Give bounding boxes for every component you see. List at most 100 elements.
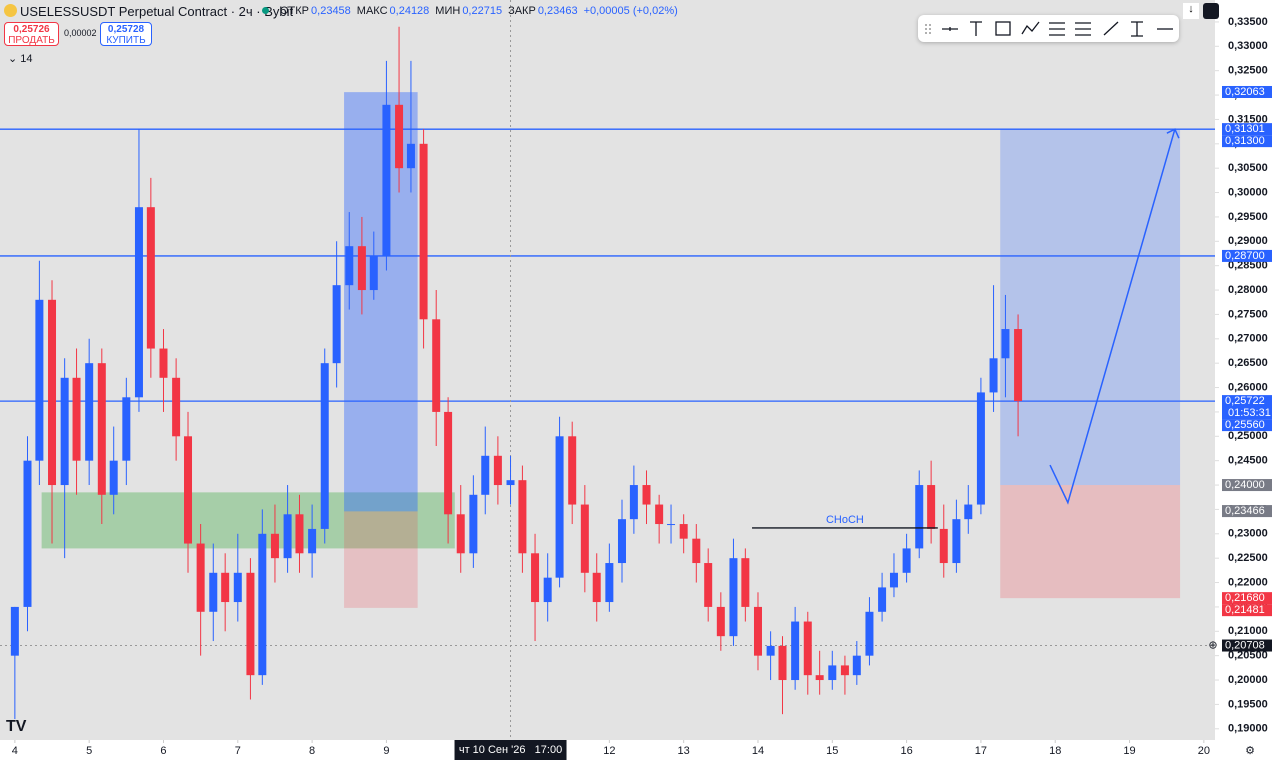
candle-body — [295, 514, 304, 554]
candle-body — [605, 563, 614, 603]
price-label-bg — [1222, 592, 1272, 605]
candle-body — [729, 558, 738, 637]
zone — [344, 92, 418, 512]
candle-body — [357, 246, 366, 291]
y-tick-label: 0,28000 — [1228, 284, 1268, 296]
x-tick-label: 17 — [975, 745, 987, 757]
candle-body — [915, 485, 924, 549]
candle-body — [456, 514, 465, 554]
candle-body — [246, 572, 255, 676]
x-tick-label: 8 — [309, 745, 315, 757]
y-tick-label: 0,27000 — [1228, 333, 1268, 345]
sell-button[interactable]: 0,25726 ПРОДАТЬ — [4, 22, 59, 46]
candle-body — [580, 504, 589, 573]
buy-button[interactable]: 0,25728 КУПИТЬ — [100, 22, 152, 46]
candle-body — [369, 255, 378, 291]
y-tick-label: 0,33500 — [1228, 16, 1268, 28]
price-label: 0,25560 — [1225, 419, 1265, 431]
ohlc-value: 0,24128 — [389, 5, 430, 17]
zone — [344, 511, 418, 608]
indicator[interactable]: ⌄ 14 — [8, 53, 33, 65]
crosshair-time: чт 10 Сен '26 17:00 — [459, 744, 562, 756]
drawing-toolbar — [918, 15, 1179, 42]
price-label: 0,21481 — [1225, 604, 1265, 616]
candle-body — [382, 104, 391, 256]
candle-body — [419, 143, 428, 320]
candle-body — [964, 504, 973, 520]
y-tick-label: 0,27500 — [1228, 308, 1268, 320]
candle-body — [518, 480, 527, 554]
candle-body — [1001, 329, 1010, 359]
candle-body — [803, 621, 812, 676]
y-tick-label: 0,29000 — [1228, 235, 1268, 247]
candle-body — [493, 455, 502, 486]
price-label-timer: 01:53:31 — [1228, 407, 1271, 419]
x-tick-label: 7 — [235, 745, 241, 757]
y-tick-label: 0,21000 — [1228, 625, 1268, 637]
candle-body — [85, 363, 94, 461]
y-tick-label: 0,33000 — [1228, 40, 1268, 52]
arrow-head — [1166, 128, 1180, 139]
candle-body — [753, 606, 762, 656]
candle-body — [543, 577, 552, 603]
ohlc-value: 0,23463 — [537, 5, 578, 17]
candle-body — [258, 533, 267, 676]
x-tick-label: 9 — [383, 745, 389, 757]
price-label: 0,31301 — [1225, 123, 1265, 135]
y-tick-label: 0,24500 — [1228, 455, 1268, 467]
candle-body — [332, 285, 341, 364]
ohlc-label: МИН — [435, 5, 461, 17]
price-label: 0,20708 — [1225, 639, 1265, 651]
candle-body — [852, 655, 861, 676]
y-tick-label: 0,22500 — [1228, 552, 1268, 564]
y-tick-label: 0,19500 — [1228, 698, 1268, 710]
candle-body — [209, 572, 218, 612]
y-tick-label: 0,31500 — [1228, 113, 1268, 125]
candle-body — [531, 553, 540, 603]
arrow — [1049, 128, 1176, 505]
scroll-button[interactable]: ↓ — [1183, 3, 1199, 19]
candle-body — [927, 485, 936, 529]
ohlc-label: ОТКР — [280, 5, 310, 17]
candle-body — [952, 519, 961, 564]
x-tick-label: 5 — [86, 745, 92, 757]
candle-body — [679, 524, 688, 539]
price-label-bg — [1222, 479, 1272, 492]
candle-body — [395, 104, 404, 169]
candle-body — [172, 377, 181, 437]
ohlc-label: ЗАКР — [508, 5, 536, 17]
time-axis-bg — [0, 740, 1280, 762]
price-label-bg — [1222, 135, 1272, 148]
candle-body — [48, 299, 57, 486]
candle-body — [134, 207, 143, 398]
candle-body — [828, 665, 837, 681]
y-tick-label: 0,30500 — [1228, 162, 1268, 174]
candle-body — [840, 665, 849, 676]
price-label: 0,32063 — [1225, 86, 1265, 98]
candle-body — [320, 363, 329, 529]
menu-button[interactable] — [1203, 3, 1219, 19]
price-label-bg — [1222, 85, 1272, 98]
candle-body — [902, 548, 911, 573]
x-tick-label: 15 — [826, 745, 838, 757]
candle-body — [122, 397, 131, 461]
settings-icon: ⚙ — [1245, 745, 1255, 757]
ohlc-value: 0,22715 — [462, 5, 503, 17]
zone — [1000, 129, 1181, 486]
candle-body — [72, 377, 81, 461]
candle-body — [60, 377, 69, 486]
y-tick-label: 0,28500 — [1228, 260, 1268, 272]
candle-body — [939, 528, 948, 564]
x-tick-label: 19 — [1123, 745, 1135, 757]
spread: 0,00002 — [64, 28, 97, 38]
plot-bg — [0, 0, 1215, 740]
candle-body — [184, 436, 193, 544]
symbol[interactable]: USELESSUSDT Perpetual Contract · 2ч · By… — [20, 4, 294, 19]
price-label: 0,24000 — [1225, 479, 1265, 491]
x-tick-label: 4 — [12, 745, 18, 757]
candle-body — [629, 485, 638, 520]
x-tick-label: 18 — [1049, 745, 1061, 757]
y-tick-label: 0,20500 — [1228, 650, 1268, 662]
